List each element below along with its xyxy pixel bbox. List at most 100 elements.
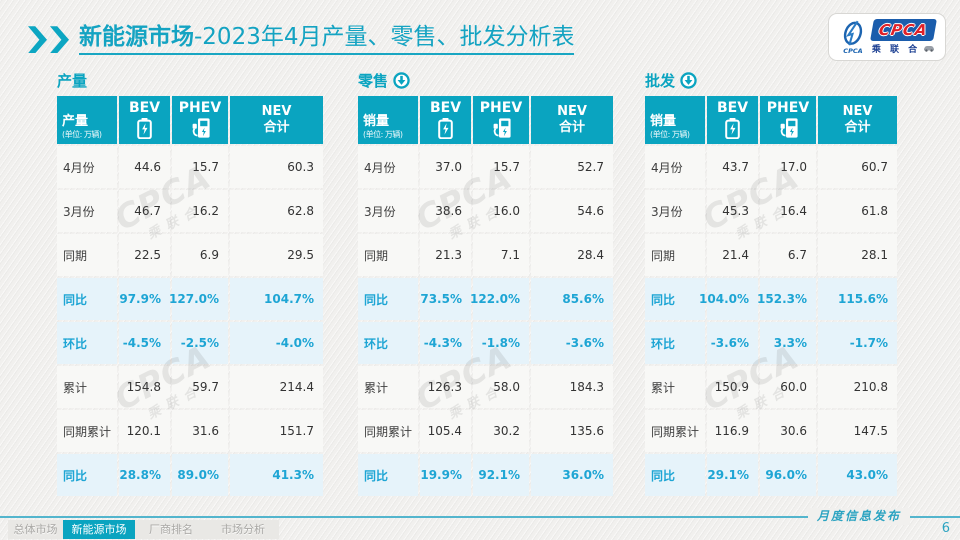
- cpca-logo: CPCA CPCA 乘 联 合: [828, 13, 946, 61]
- table-cell: 45.3: [707, 190, 758, 232]
- table-header-bev: BEV: [119, 96, 170, 144]
- table-cell: 92.1%: [473, 454, 529, 496]
- table-cell: 150.9: [707, 366, 758, 408]
- table-cell: 127.0%: [169, 278, 228, 320]
- table-cell: 43.0%: [818, 454, 897, 496]
- table-cell: 15.7: [473, 146, 529, 188]
- charging-station-icon: [493, 118, 511, 138]
- table-cell: 16.0: [473, 190, 529, 232]
- table-cell: 7.1: [473, 234, 529, 276]
- section-header: 产量: [57, 70, 323, 90]
- table-header-bev: BEV: [707, 96, 758, 144]
- table-cell: -4.0%: [230, 322, 323, 364]
- table-cell: 30.6: [760, 410, 816, 452]
- chevron-right-icon: [28, 26, 47, 54]
- cpca-brand: CPCA: [877, 20, 930, 39]
- row-label: 同比: [358, 278, 418, 320]
- data-table: 销量 (单位: 万辆) BEV PHEV NEV 合计 4月份 43.7 17.0 6…: [645, 96, 897, 496]
- table-cell: 62.8: [230, 190, 323, 232]
- table-cell: 37.0: [420, 146, 471, 188]
- table-header-nev-total: NEV 合计: [230, 96, 323, 144]
- table-cell: -4.5%: [119, 322, 170, 364]
- table-cell: -3.6%: [531, 322, 613, 364]
- table-cell: -4.3%: [420, 322, 471, 364]
- table-cell: 17.0: [760, 146, 816, 188]
- row-label: 同期: [358, 234, 418, 276]
- charging-station-icon: [192, 118, 210, 138]
- table-cell: 16.2: [172, 190, 228, 232]
- table-cell: 135.6: [531, 410, 613, 452]
- down-arrow-icon: [680, 71, 697, 89]
- table-cell: 184.3: [531, 366, 613, 408]
- cpca-logo-text: CPCA 乘 联 合: [871, 19, 936, 55]
- battery-icon: [438, 117, 453, 139]
- table-cell: 28.8%: [119, 454, 170, 496]
- car-icon: [924, 46, 935, 52]
- table-cell: 105.4: [420, 410, 471, 452]
- table-cell: 120.1: [119, 410, 170, 452]
- table-cell: 38.6: [420, 190, 471, 232]
- section-header: 零售: [358, 70, 613, 90]
- table-cell: 15.7: [172, 146, 228, 188]
- table-cell: 210.8: [818, 366, 897, 408]
- table-cell: 115.6%: [818, 278, 897, 320]
- table-cell: 52.7: [531, 146, 613, 188]
- table-cell: 21.3: [420, 234, 471, 276]
- table-cell: 97.9%: [119, 278, 170, 320]
- section-header: 批发: [645, 70, 897, 90]
- table-cell: 73.5%: [420, 278, 471, 320]
- row-label: 同期累计: [645, 410, 705, 452]
- table-cell: 46.7: [119, 190, 170, 232]
- page-title-rest: -2023年4月产量、零售、批发分析表: [194, 24, 575, 50]
- table-panel: 产量 产量 (单位: 万辆) BEV PHEV NEV 合计 4月份 44.6 15…: [57, 70, 323, 496]
- row-label: 环比: [358, 322, 418, 364]
- table-header-measure: 销量 (单位: 万辆): [358, 96, 418, 144]
- battery-icon: [725, 117, 740, 139]
- charging-station-icon: [780, 118, 798, 138]
- table-cell: 116.9: [707, 410, 758, 452]
- battery-icon: [137, 117, 152, 139]
- table-cell: 6.9: [172, 234, 228, 276]
- row-label: 同比: [645, 278, 705, 320]
- table-cell: 58.0: [473, 366, 529, 408]
- footer-tab-总体市场[interactable]: 总体市场: [8, 520, 63, 539]
- row-label: 同期: [57, 234, 117, 276]
- row-label: 环比: [645, 322, 705, 364]
- table-header-phev: PHEV: [760, 96, 816, 144]
- row-label: 累计: [645, 366, 705, 408]
- table-header-measure: 销量 (单位: 万辆): [645, 96, 705, 144]
- table-cell: 41.3%: [230, 454, 323, 496]
- table-cell: -2.5%: [172, 322, 228, 364]
- page-title: 新能源市场-2023年4月产量、零售、批发分析表: [79, 24, 575, 56]
- data-table: 销量 (单位: 万辆) BEV PHEV NEV 合计 4月份 37.0 15.7 5…: [358, 96, 613, 496]
- publication-label: 月度信息发布: [807, 508, 910, 525]
- table-header-bev: BEV: [420, 96, 471, 144]
- row-label: 4月份: [57, 146, 117, 188]
- section-label: 产量: [57, 71, 88, 90]
- table-cell: 85.6%: [531, 278, 613, 320]
- table-cell: 147.5: [818, 410, 897, 452]
- svg-text:CPCA: CPCA: [843, 47, 862, 55]
- table-cell: -1.8%: [473, 322, 529, 364]
- table-header-measure: 产量 (单位: 万辆): [57, 96, 117, 144]
- table-cell: 54.6: [531, 190, 613, 232]
- footer-tabs: 总体市场 新能源市场 厂商排名 市场分析: [8, 520, 279, 539]
- table-panel: 批发 销量 (单位: 万辆) BEV PHEV NEV 合计 4月份 43.7 17…: [645, 70, 897, 496]
- table-cell: 154.8: [119, 366, 170, 408]
- table-cell: 19.9%: [420, 454, 471, 496]
- table-cell: 214.4: [230, 366, 323, 408]
- table-cell: 122.0%: [470, 278, 529, 320]
- table-header-phev: PHEV: [473, 96, 529, 144]
- table-cell: 3.3%: [760, 322, 816, 364]
- row-label: 3月份: [645, 190, 705, 232]
- table-cell: 89.0%: [172, 454, 228, 496]
- table-cell: 59.7: [172, 366, 228, 408]
- table-cell: 21.4: [707, 234, 758, 276]
- table-panel: 零售 销量 (单位: 万辆) BEV PHEV NEV 合计 4月份 37.0 15…: [358, 70, 613, 496]
- footer-tab-市场分析[interactable]: 市场分析: [207, 520, 279, 539]
- row-label: 同期累计: [358, 410, 418, 452]
- footer-tab-厂商排名[interactable]: 厂商排名: [135, 520, 207, 539]
- footer-tab-新能源市场[interactable]: 新能源市场: [63, 520, 135, 539]
- table-cell: 96.0%: [760, 454, 816, 496]
